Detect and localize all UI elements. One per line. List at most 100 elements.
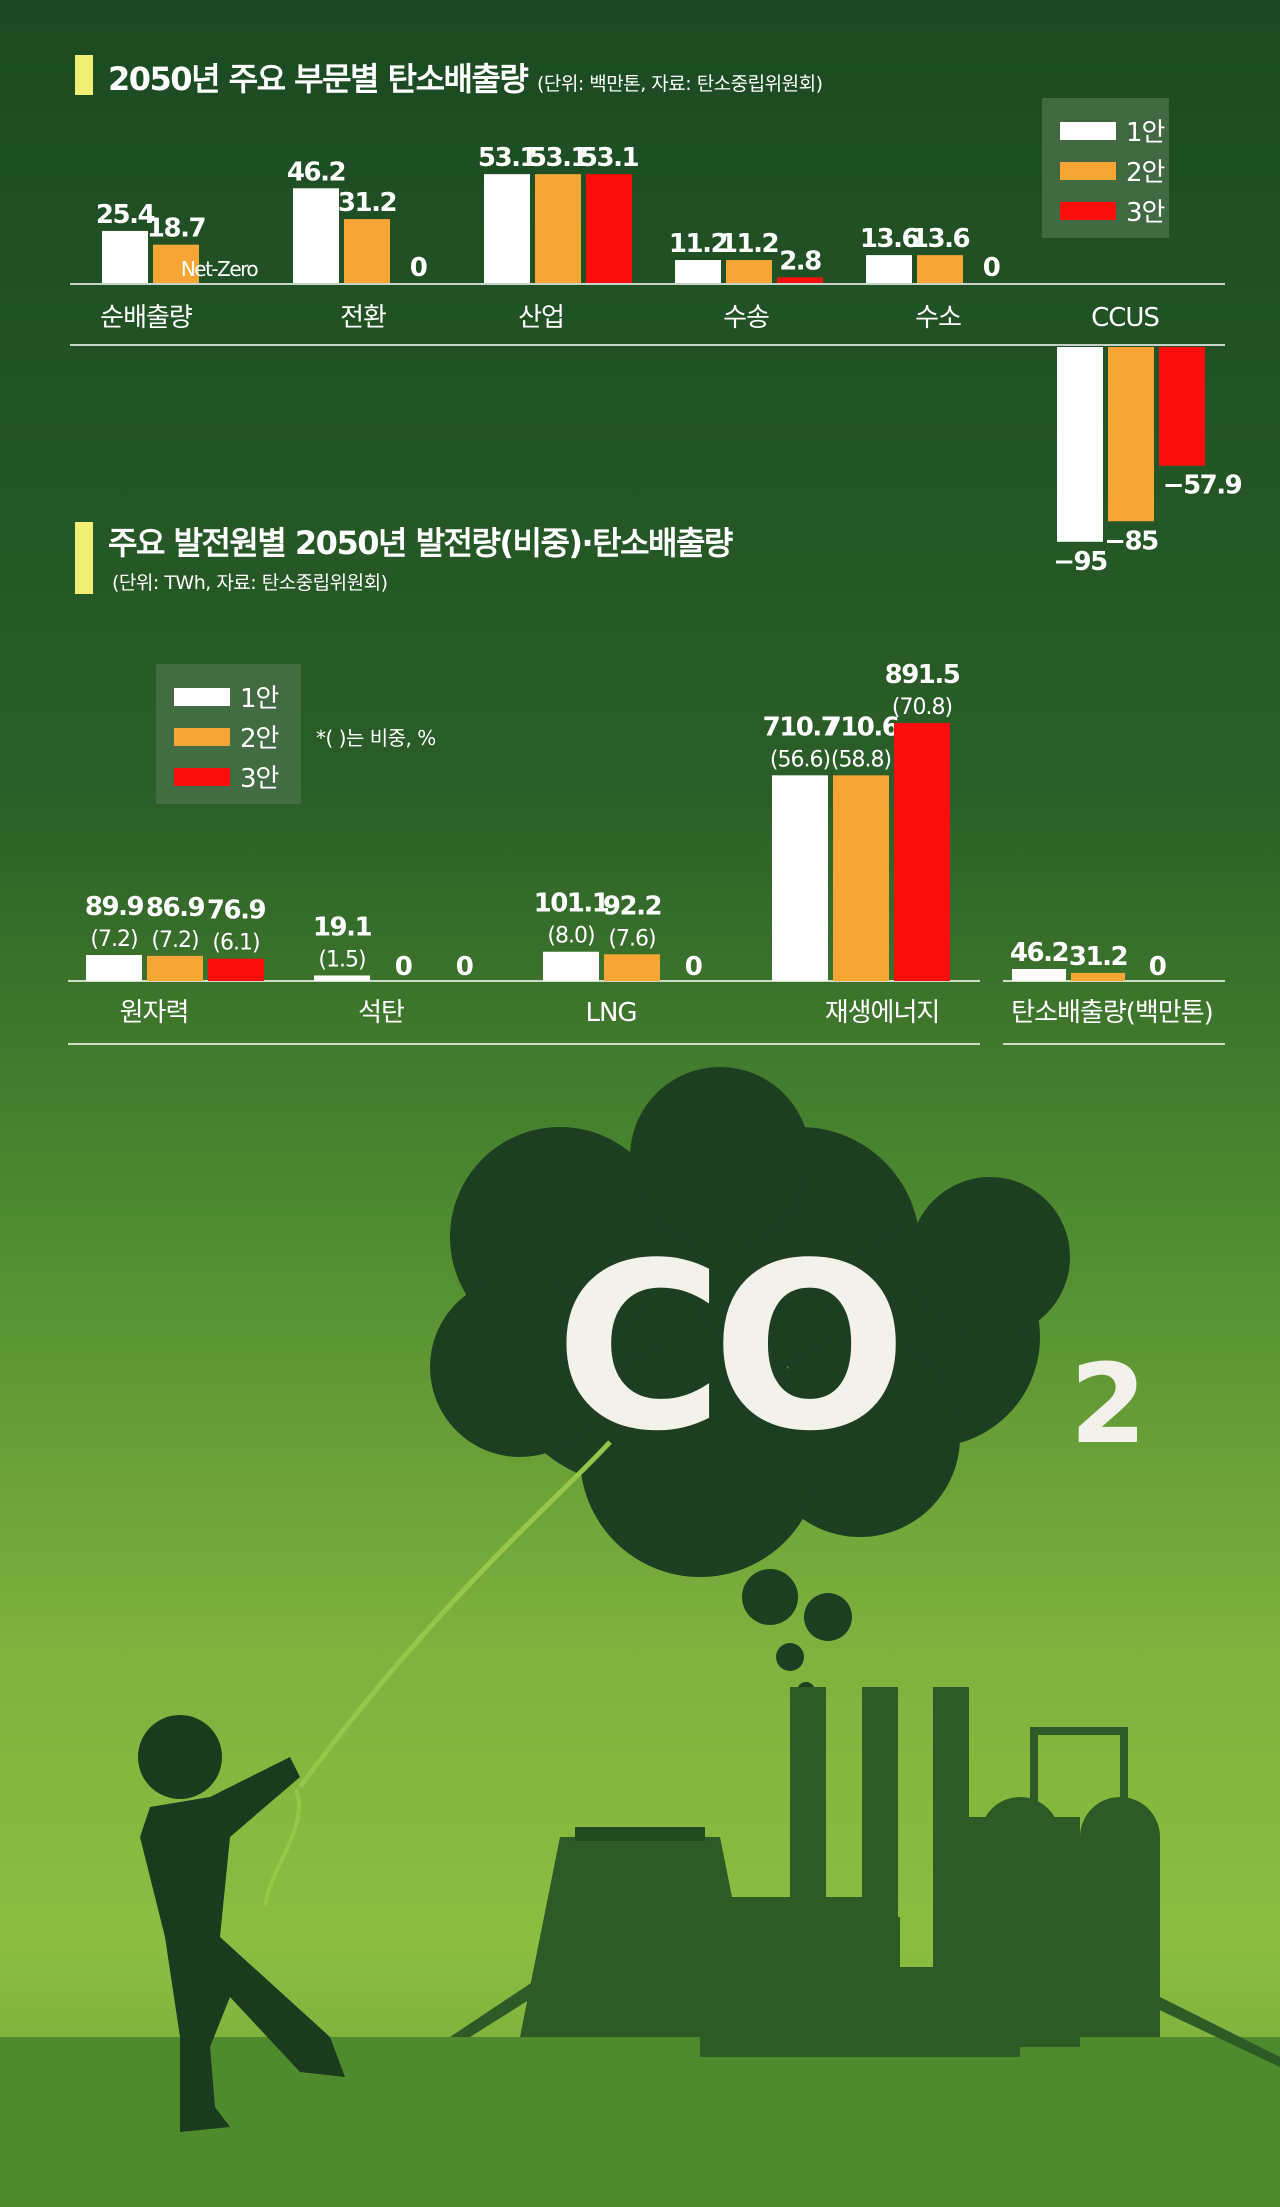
chart2-value-label: 89.9 <box>85 892 144 922</box>
chart1-value-label: 18.7 <box>147 214 206 244</box>
chart1-value-label: 25.4 <box>96 200 155 230</box>
chart2-share-label: (6.1) <box>212 931 259 956</box>
legend2-swatch-plan2 <box>174 727 230 746</box>
chart1-value-label: 2.8 <box>779 246 821 276</box>
chart2-bar <box>1071 972 1125 981</box>
chart1-value-label: 53.1 <box>529 143 588 173</box>
legend-label-plan1: 1안 <box>1126 118 1165 148</box>
chart1-value-label: 53.1 <box>478 143 537 173</box>
legend2-label-plan3: 3안 <box>240 764 279 794</box>
chart1-value-label: −57.9 <box>1163 471 1242 501</box>
chart2-value-label: 101.1 <box>534 889 609 919</box>
chart1-bar <box>344 219 390 283</box>
chart1-category-label: CCUS <box>1091 303 1159 333</box>
chart2-value-label: 92.2 <box>603 891 661 921</box>
chart2-value-label: 19.1 <box>313 912 372 942</box>
chart1-value-label: Net-Zero <box>181 257 259 281</box>
chart1-value-label: −95 <box>1053 547 1107 577</box>
chart1-value-label: 0 <box>410 253 427 283</box>
chart1-unit-note: (단위: 백만톤, 자료: 탄소중립위원회) <box>536 73 823 95</box>
chart1-bar <box>484 174 530 283</box>
chart2-value-label: 710.7 <box>763 712 838 742</box>
chart2-value-label: 0 <box>1149 952 1166 982</box>
chart2-value-label: 710.6 <box>824 712 899 742</box>
chart1-bar <box>726 260 772 283</box>
chart2-share-label: (58.8) <box>831 747 891 772</box>
chart1-value-label: 0 <box>983 253 1000 283</box>
chart2-category-label: 석탄 <box>358 998 404 1028</box>
chart2-share-label: (7.2) <box>90 927 137 952</box>
legend2-swatch-plan3 <box>174 767 230 786</box>
chart2-bar <box>833 775 889 981</box>
chart1-title: 2050년 주요 부문별 탄소배출량 <box>108 60 529 98</box>
chart1-bar <box>102 230 148 283</box>
chart2-bar <box>894 723 950 981</box>
chart1-bar <box>917 255 963 283</box>
legend-label-plan3: 3안 <box>1126 198 1165 228</box>
chart1-category-label: 수송 <box>723 303 769 333</box>
chart1-category-label: 전환 <box>340 303 386 333</box>
chart2-category-label: 탄소배출량(백만톤) <box>1011 998 1213 1028</box>
chart2-power-generation: 원자력 석탄 LNG 재생에너지 탄소배출량(백만톤) 89.9 (7.2) 19.1 (1.5… <box>68 660 1225 1045</box>
chart2-value-label: 0 <box>456 952 473 982</box>
chart2-value-label: 891.5 <box>885 660 960 690</box>
chart2-category-label: LNG <box>585 998 636 1028</box>
chart2-value-label: 0 <box>395 952 412 982</box>
chart2-title: 주요 발전원별 2050년 발전량(비중)·탄소배출량 <box>108 524 733 562</box>
legend2-swatch-plan1 <box>174 687 230 706</box>
chart1-bar <box>586 174 632 283</box>
chart1-legend: 1안 2안 3안 <box>1042 98 1169 238</box>
legend-swatch-plan3 <box>1060 201 1116 220</box>
chart1-category-label: 수소 <box>915 303 961 333</box>
chart1-bar <box>1108 347 1154 522</box>
chart2-legend: 1안 2안 3안 <box>156 664 301 804</box>
chart2-share-label: (8.0) <box>547 924 594 949</box>
legend2-label-plan1: 1안 <box>240 684 279 714</box>
chart2-value-label: 31.2 <box>1069 942 1127 972</box>
chart1-bar <box>675 260 721 283</box>
chart2-share-label: (7.6) <box>608 926 655 951</box>
chart1-value-label: 11.2 <box>669 229 727 259</box>
chart1-bar <box>153 244 199 283</box>
chart2-value-label: 86.9 <box>146 893 205 923</box>
chart2-bar <box>772 775 828 981</box>
chart2-value-label: 0 <box>685 952 702 982</box>
chart2-category-label: 원자력 <box>120 998 189 1028</box>
co2-illustration: CO 2 <box>0 1067 1280 2207</box>
chart2-value-label: 46.2 <box>1010 938 1068 968</box>
co2-cloud <box>430 1067 1070 1700</box>
chart1-bar <box>1057 347 1103 542</box>
co2-text: CO <box>555 1215 896 1482</box>
chart2-unit-note: (단위: TWh, 자료: 탄소중립위원회) <box>112 572 388 594</box>
title-accent-bar <box>75 55 93 95</box>
chart2-bar <box>86 954 142 981</box>
chart1-value-label: 13.6 <box>911 224 970 254</box>
chart2-share-label: (7.2) <box>151 928 198 953</box>
chart2-bar <box>604 954 660 981</box>
chart1-value-label: −85 <box>1104 526 1158 556</box>
chart2-share-label: (70.8) <box>892 695 952 720</box>
chart1-sector-emissions: 순배출량 전환 산업 수송 수소 CCUS 25.4 46.2 53.1 11.2 13.6 −95 1… <box>70 143 1243 577</box>
legend2-label-plan2: 2안 <box>240 724 279 754</box>
chart1-bar <box>866 255 912 283</box>
person-silhouette <box>138 1715 345 2132</box>
chart1-title-block: 2050년 주요 부문별 탄소배출량 (단위: 백만톤, 자료: 탄소중립위원회… <box>108 54 823 100</box>
chart1-value-label: 53.1 <box>580 143 639 173</box>
chart1-bar <box>777 277 823 283</box>
chart2-bar <box>1012 969 1066 981</box>
chart1-category-label: 순배출량 <box>100 303 193 333</box>
chart1-bar <box>1159 347 1205 466</box>
chart2-bar <box>147 955 203 981</box>
chart2-share-label: (1.5) <box>318 947 365 972</box>
legend-swatch-plan2 <box>1060 161 1116 180</box>
rope <box>297 1440 612 1789</box>
chart1-value-label: 13.6 <box>860 224 919 254</box>
factory-silhouette <box>450 1687 1280 2067</box>
title-accent-bar-2 <box>75 522 93 594</box>
chart2-bar <box>543 951 599 981</box>
chart2-bar <box>314 975 370 981</box>
chart1-value-label: 31.2 <box>338 188 396 218</box>
chart2-share-label: (56.6) <box>770 747 830 772</box>
chart1-category-label: 산업 <box>518 303 564 333</box>
legend-label-plan2: 2안 <box>1126 158 1165 188</box>
